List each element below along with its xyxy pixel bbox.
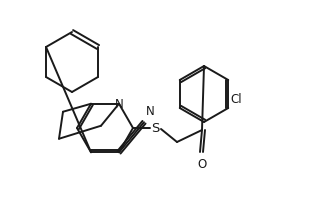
Text: S: S xyxy=(151,122,159,134)
Text: N: N xyxy=(146,105,155,118)
Text: N: N xyxy=(115,98,123,111)
Text: Cl: Cl xyxy=(230,93,242,106)
Text: O: O xyxy=(197,158,207,171)
